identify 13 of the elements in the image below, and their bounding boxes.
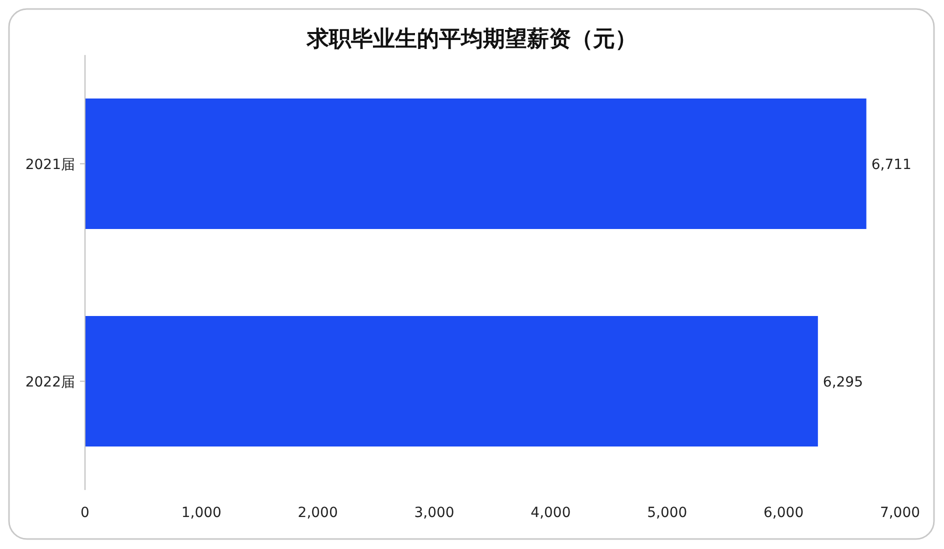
- x-tick-label: 7,000: [880, 505, 920, 521]
- data-label: 6,295: [822, 374, 864, 390]
- chart-title: 求职毕业生的平均期望薪资（元）: [306, 26, 637, 52]
- y-tick-label: 2021届: [25, 156, 75, 173]
- x-tick-label: 4,000: [530, 505, 571, 521]
- x-tick-label: 0: [80, 505, 90, 521]
- data-label: 6,711: [871, 156, 912, 173]
- x-tick-label: 3,000: [414, 505, 454, 521]
- x-tick-label: 5,000: [647, 505, 688, 521]
- x-tick-label: 1,000: [181, 505, 222, 521]
- y-tick-label: 2022届: [25, 374, 75, 390]
- x-tick-label: 2,000: [298, 505, 338, 521]
- x-tick-label: 6,000: [764, 505, 804, 521]
